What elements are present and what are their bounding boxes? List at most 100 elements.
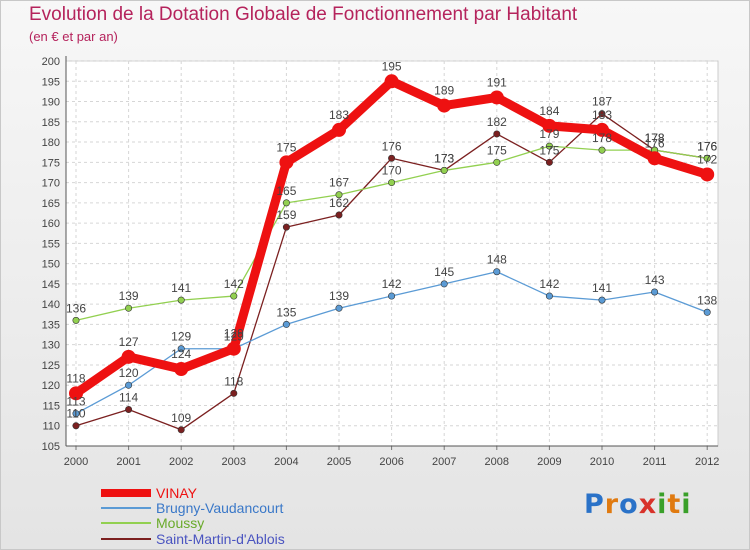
data-label: 110	[66, 407, 85, 421]
axis-layer: 105 110 115 120 125 130 135 140 145 150 155 160 165 1…	[42, 56, 719, 468]
data-point	[72, 316, 80, 324]
data-label: 159	[276, 208, 296, 222]
data-label: 142	[224, 277, 244, 291]
data-point	[598, 296, 606, 304]
legend-swatch-vinay	[101, 489, 151, 497]
data-label: 167	[329, 176, 349, 190]
x-tick-label: 2011	[643, 456, 667, 468]
data-point	[388, 179, 396, 187]
data-point	[545, 292, 553, 300]
x-tick-label: 2002	[169, 456, 193, 468]
legend-label-saint-martin: Saint-Martin-d'Ablois	[156, 531, 285, 547]
data-label: 170	[382, 164, 402, 178]
data-label: 124	[171, 347, 191, 361]
legend-swatch-moussy	[101, 522, 151, 524]
data-label: 184	[539, 104, 559, 118]
data-label: 176	[697, 139, 717, 153]
data-point	[703, 154, 711, 162]
data-point	[282, 199, 290, 207]
data-point	[174, 362, 189, 376]
data-label: 165	[276, 184, 296, 198]
chart-title: Evolution de la Dotation Globale de Fonc…	[29, 4, 578, 25]
series-points	[69, 74, 715, 434]
data-point	[493, 158, 501, 166]
data-label: 176	[382, 139, 402, 153]
y-tick-label: 175	[42, 157, 60, 169]
data-point	[332, 122, 346, 137]
data-labels: 1101141091181591621761731821751871781761…	[66, 59, 718, 425]
y-tick-label: 120	[42, 380, 60, 392]
legend-swatch-brugny	[101, 507, 151, 509]
data-point	[72, 410, 80, 418]
data-point	[493, 268, 501, 276]
chart-subtitle: (en € et par an)	[29, 29, 118, 44]
data-point	[388, 292, 396, 300]
data-label: 143	[645, 273, 665, 287]
y-tick-label: 150	[42, 259, 60, 271]
data-point	[230, 389, 238, 397]
brand-letter: i	[681, 489, 692, 520]
data-label: 142	[539, 277, 559, 291]
data-point	[282, 223, 290, 231]
data-point	[125, 406, 133, 414]
data-point	[489, 90, 504, 105]
y-tick-label: 140	[42, 299, 60, 311]
data-label: 118	[66, 371, 85, 385]
data-label: 173	[434, 151, 454, 165]
data-point	[703, 308, 711, 316]
data-point	[279, 155, 294, 170]
data-label: 139	[329, 289, 349, 303]
y-tick-label: 165	[42, 198, 60, 210]
data-point	[335, 304, 343, 312]
proxiti-logo: Proxiti	[584, 489, 692, 520]
data-point	[335, 191, 343, 199]
data-label: 178	[645, 131, 665, 145]
data-point	[545, 158, 553, 166]
data-label: 178	[645, 131, 665, 145]
data-label: 178	[592, 131, 612, 145]
data-point	[542, 118, 557, 133]
data-label: 172	[697, 152, 717, 166]
legend-label-vinay: VINAY	[156, 485, 197, 501]
x-tick-label: 2001	[116, 456, 140, 468]
data-point	[598, 146, 606, 154]
data-label: 173	[434, 151, 454, 165]
x-tick-label: 2010	[590, 456, 614, 468]
brand-letter: o	[619, 489, 639, 520]
data-point	[388, 154, 396, 162]
data-point	[384, 74, 399, 89]
data-label: 113	[66, 395, 85, 409]
y-tick-label: 130	[42, 340, 60, 352]
data-label: 129	[224, 330, 244, 344]
data-label: 141	[592, 281, 612, 295]
data-point	[226, 341, 241, 356]
data-label: 114	[119, 391, 138, 405]
data-point	[125, 304, 133, 312]
data-point	[69, 386, 83, 401]
data-point	[121, 349, 136, 364]
x-tick-label: 2012	[695, 456, 719, 468]
brand-letter: t	[667, 489, 682, 520]
y-tick-label: 170	[42, 178, 60, 190]
data-point	[177, 426, 185, 434]
data-label: 109	[171, 411, 191, 425]
data-point	[72, 422, 80, 430]
data-label: 141	[171, 281, 191, 295]
data-label: 175	[276, 140, 296, 154]
data-point	[651, 288, 659, 296]
data-label: 195	[382, 59, 402, 73]
data-label: 183	[329, 108, 349, 122]
data-label: 129	[171, 330, 191, 344]
data-point	[440, 280, 448, 288]
data-label: 179	[539, 127, 559, 141]
data-label: 135	[276, 305, 296, 319]
brand-letter: x	[638, 489, 658, 520]
data-point	[598, 110, 606, 118]
x-tick-label: 2009	[537, 456, 561, 468]
data-point	[493, 130, 501, 138]
data-label: 118	[224, 374, 243, 388]
data-point	[282, 320, 290, 328]
y-tick-label: 105	[42, 441, 60, 453]
data-point	[545, 142, 553, 150]
data-label: 175	[487, 143, 507, 157]
